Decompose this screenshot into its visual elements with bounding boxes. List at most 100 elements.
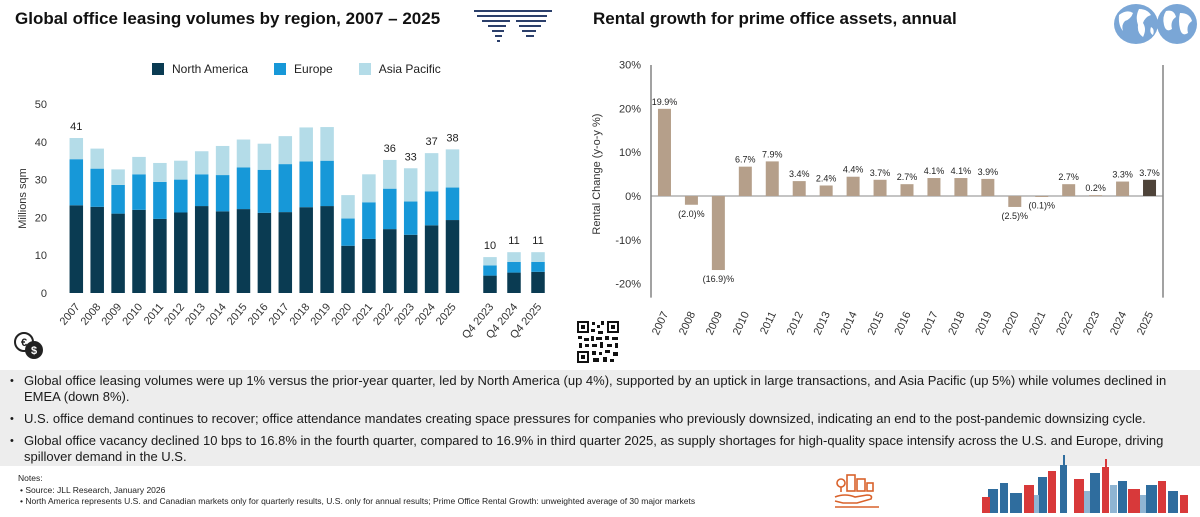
y-tick-label: 10% [619, 147, 641, 159]
y-tick-label: 10 [35, 250, 47, 262]
x-tick-label: 2021 [350, 301, 375, 327]
rental-growth-bar [819, 185, 833, 196]
note-item: • North America represents U.S. and Cana… [20, 496, 696, 506]
bar-segment-north-america [174, 212, 188, 293]
note-item: • Source: JLL Research, January 2026 [20, 484, 166, 495]
y-tick-label: 0 [41, 288, 47, 300]
bar-segment-north-america [69, 205, 84, 293]
x-tick-label: 2024 [1108, 310, 1129, 337]
bar-segment-asia-pacific [383, 159, 397, 189]
bar-segment-europe [132, 174, 146, 210]
x-tick-label: 2012 [785, 310, 806, 337]
bar-segment-asia-pacific [90, 148, 104, 169]
notes-title: Notes: [18, 473, 43, 483]
bar-segment-north-america [90, 206, 104, 293]
bar-segment-asia-pacific [69, 138, 84, 160]
x-tick-label: 2011 [758, 310, 779, 337]
bar-segment-europe [403, 201, 418, 235]
chart-legend: North America Europe Asia Pacific [152, 62, 441, 76]
bar-segment-asia-pacific [132, 156, 146, 175]
bar-segment-north-america [278, 212, 293, 293]
x-tick-label: 2015 [225, 301, 250, 327]
x-tick-label: 2008 [677, 310, 698, 337]
bar-segment-europe [194, 174, 209, 207]
total-data-label: 37 [425, 136, 437, 148]
bar-segment-asia-pacific [153, 162, 167, 182]
rental-growth-bar [711, 196, 725, 271]
total-data-label: 36 [384, 143, 396, 155]
bar-segment-asia-pacific [362, 174, 376, 203]
bar-value-label: 19.9% [652, 97, 678, 107]
bar-segment-north-america [531, 271, 545, 293]
bar-segment-europe [341, 218, 355, 246]
x-tick-label: 2012 [162, 301, 187, 327]
bar-segment-north-america [341, 245, 355, 293]
bar-segment-asia-pacific [341, 195, 355, 219]
legend-label: North America [172, 62, 249, 76]
rental-growth-bar [1143, 179, 1157, 196]
x-tick-label: 2018 [288, 301, 313, 327]
x-tick-label: 2016 [246, 301, 271, 327]
total-data-label: 10 [484, 240, 496, 252]
bar-segment-asia-pacific [111, 169, 125, 185]
bar-segment-asia-pacific [257, 143, 272, 170]
bar-segment-north-america [403, 234, 418, 293]
bar-segment-north-america [445, 220, 460, 293]
rental-growth-bar [1008, 196, 1022, 207]
bar-segment-north-america [215, 211, 230, 293]
bar-segment-europe [424, 191, 439, 226]
bar-segment-asia-pacific [320, 127, 334, 161]
bar-segment-asia-pacific [424, 153, 439, 192]
bar-segment-north-america [111, 213, 125, 293]
y-tick-label: 20% [619, 103, 641, 115]
bar-segment-europe [483, 265, 497, 276]
x-tick-label: 2020 [1000, 310, 1021, 337]
bar-value-label: 3.7% [1139, 168, 1160, 178]
y-axis-label: Millions sqm [17, 168, 29, 229]
bar-segment-asia-pacific [531, 252, 545, 263]
total-data-label: 38 [446, 132, 458, 144]
bar-value-label: 3.3% [1112, 170, 1133, 180]
bar-segment-north-america [257, 212, 272, 293]
x-tick-label: 2019 [973, 310, 994, 337]
bar-segment-europe [257, 169, 272, 213]
bar-segment-asia-pacific [445, 149, 460, 188]
y-axis-label: Rental Change (y-o-y %) [591, 114, 603, 235]
x-tick-label: 2015 [866, 310, 887, 337]
city-hand-icon [834, 474, 879, 508]
x-tick-label: 2021 [1027, 310, 1048, 337]
notes-section: Notes: • Source: JLL Research, January 2… [18, 473, 695, 508]
bar-segment-north-america [383, 229, 397, 293]
right-chart-title: Rental growth for prime office assets, a… [593, 9, 957, 28]
legend-item-north-america: North America [152, 62, 248, 76]
bar-value-label: 7.9% [762, 149, 783, 159]
bar-segment-europe [153, 181, 167, 219]
y-tick-label: 20 [35, 212, 47, 224]
bar-segment-asia-pacific [174, 160, 188, 180]
legend-label: Asia Pacific [378, 62, 441, 76]
legend-item-europe: Europe [274, 62, 333, 76]
bar-segment-north-america [299, 207, 313, 293]
rental-growth-bar [792, 181, 806, 196]
rental-growth-bar [981, 178, 995, 196]
x-tick-label: 2025 [1135, 310, 1156, 337]
bar-segment-europe [320, 160, 334, 207]
y-tick-label: 40 [35, 137, 47, 149]
bar-value-label: 0.2% [1085, 183, 1106, 193]
bar-segment-europe [531, 262, 545, 272]
rental-growth-bar [657, 108, 671, 196]
x-tick-label: 2017 [267, 301, 292, 327]
bar-segment-asia-pacific [236, 139, 251, 168]
y-tick-label: -20% [615, 279, 641, 291]
city-skyline-icon [982, 455, 1188, 513]
bar-value-label: 2.4% [816, 173, 837, 183]
bar-segment-europe [90, 168, 104, 207]
bar-segment-europe [69, 159, 84, 206]
rental-growth-bar [1116, 181, 1130, 196]
bullet-point: U.S. office demand continues to recover;… [0, 411, 1200, 427]
bar-value-label: 2.7% [1058, 172, 1079, 182]
x-tick-label: 2023 [392, 301, 417, 327]
x-tick-label: 2007 [58, 301, 83, 327]
x-tick-label: 2011 [142, 301, 166, 327]
